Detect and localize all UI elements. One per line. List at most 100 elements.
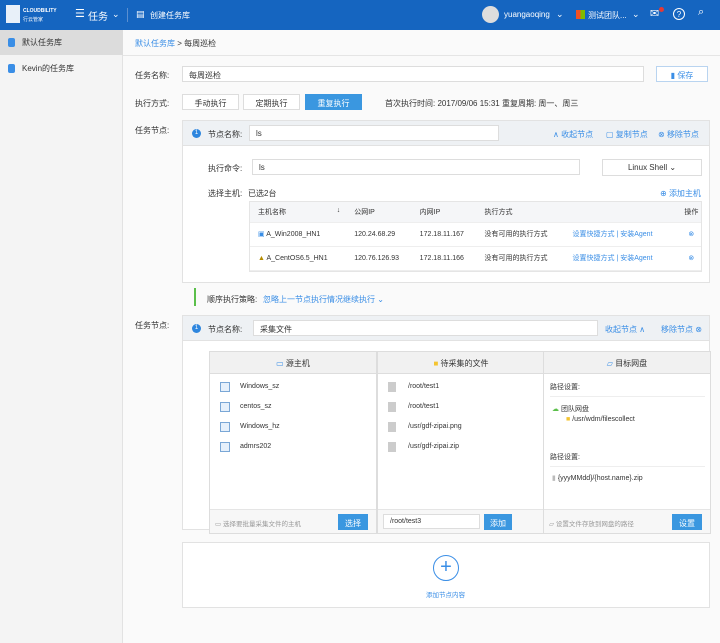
mode-repeat-button[interactable]: 重复执行: [305, 94, 362, 110]
add-host-button[interactable]: ⊕ 添加主机: [660, 189, 701, 198]
menu-icon[interactable]: ☰: [75, 8, 85, 20]
breadcrumb-current: 每周巡检: [184, 39, 217, 48]
user-menu[interactable]: yuangaoqing: [504, 10, 550, 19]
select-host-button[interactable]: 选择: [338, 514, 368, 530]
remove-host-icon[interactable]: ⊗: [673, 246, 701, 271]
sidebar: 默认任务库 Kevin的任务库: [0, 30, 123, 643]
search-icon[interactable]: ⌕: [698, 6, 705, 18]
chevron-down-icon: ⌄: [556, 9, 564, 19]
command-input[interactable]: ls: [252, 159, 580, 175]
copy-label: 复制节点: [615, 130, 648, 139]
public-ip: 120.24.68.29: [346, 222, 412, 247]
setup-links[interactable]: 设置快捷方式 | 安装Agent: [564, 246, 674, 271]
source-hint: ▭ 选择要批量采集文件的主机: [215, 521, 301, 528]
list-item[interactable]: Windows_hz: [210, 418, 376, 438]
logo[interactable]: CLOUDBILITY 行云管家: [6, 5, 66, 25]
task-node-2: 1 节点名称: 采集文件 收起节点 ∧ 移除节点 ⊗ ▭ 源主机 Windows…: [182, 315, 711, 534]
clipboard-icon: ▤: [136, 9, 145, 19]
col-spacer: [564, 202, 674, 223]
target-disk-panel: ▱ 目标网盘 路径设置: ☁ 团队网盘 ■ /usr/wdm/filescoll…: [543, 351, 711, 534]
breadcrumb: 默认任务库 > 每周巡检: [135, 38, 216, 49]
host-count: 已选2台: [248, 189, 277, 198]
add-node-area[interactable]: + 添加节点内容: [182, 542, 710, 608]
list-item[interactable]: Windows_sz: [210, 378, 376, 398]
col-exec-mode: 执行方式: [476, 202, 565, 223]
sidebar-item-label: 默认任务库: [22, 38, 62, 47]
avatar[interactable]: [482, 6, 499, 23]
remove-node-button[interactable]: ⊗ 移除节点: [658, 130, 699, 139]
target-folder[interactable]: ■ /usr/wdm/filescollect: [566, 416, 635, 423]
remove-label: 移除节点: [661, 325, 693, 334]
public-ip: 120.76.126.93: [346, 246, 412, 271]
chevron-down-icon[interactable]: ⌄: [112, 9, 120, 19]
target-file: ▮ {yyyMMdd}/{host.name}.zip: [552, 475, 643, 482]
disk-icon: ▱: [606, 359, 613, 368]
command-label: 执行命令:: [208, 164, 243, 173]
add-file-button[interactable]: 添加: [484, 514, 512, 530]
create-library-button[interactable]: 创建任务库: [150, 11, 190, 20]
list-item[interactable]: /root/test1: [378, 378, 544, 398]
save-button[interactable]: ▮ 保存: [656, 66, 708, 82]
top-bar: CLOUDBILITY 行云管家 ☰ 任务 ⌄ ▤ 创建任务库 yuangaoq…: [0, 0, 720, 30]
list-item[interactable]: centos_sz: [210, 398, 376, 418]
private-ip: 172.18.11.167: [411, 222, 477, 247]
shell-select[interactable]: Linux Shell ⌄: [602, 159, 702, 176]
task-node-label: 任务节点:: [135, 321, 170, 330]
node-name-input[interactable]: ls: [249, 125, 499, 141]
help-icon[interactable]: ?: [673, 8, 685, 20]
table-header: 主机名称 ↓ 公网IP 内网IP 执行方式 操作: [250, 202, 701, 223]
collapse-node-button[interactable]: ∧ 收起节点: [553, 130, 594, 139]
collapse-node-button[interactable]: 收起节点 ∧: [605, 325, 646, 334]
sidebar-item-kevin[interactable]: Kevin的任务库: [0, 56, 123, 81]
database-icon: [8, 64, 15, 73]
panel-title: 源主机: [285, 359, 310, 368]
setup-links[interactable]: 设置快捷方式 | 安装Agent: [564, 222, 674, 247]
node-name-label: 节点名称:: [208, 130, 243, 139]
remove-node-button[interactable]: 移除节点 ⊗: [661, 325, 702, 334]
file-path-input[interactable]: /root/test3: [383, 514, 480, 529]
copy-node-button[interactable]: ▢ 复制节点: [606, 130, 648, 139]
task-name-label: 任务名称:: [135, 71, 170, 80]
team-disk[interactable]: ☁ 团队网盘: [552, 406, 589, 413]
breadcrumb-separator: >: [177, 39, 182, 48]
strategy-select[interactable]: 忽略上一节点执行情况继续执行 ⌄: [263, 295, 384, 304]
remove-host-icon[interactable]: ⊗: [673, 222, 701, 247]
mode-scheduled-button[interactable]: 定期执行: [243, 94, 300, 110]
exec-mode: 没有可用的执行方式: [476, 222, 565, 247]
task-name-input[interactable]: 每周巡检: [182, 66, 644, 82]
set-path-button[interactable]: 设置: [672, 514, 702, 530]
col-private-ip: 内网IP: [411, 202, 477, 223]
collapse-label: 收起节点: [561, 130, 594, 139]
list-item[interactable]: /usr/gdf-zipai.zip: [378, 438, 544, 458]
add-node-label[interactable]: 添加节点内容: [426, 592, 465, 599]
table-row: ▲ A_CentOS6.5_HN1 120.76.126.93 172.18.1…: [250, 246, 701, 271]
database-icon: [8, 38, 15, 47]
logo-subtext: 行云管家: [23, 17, 44, 23]
flow-arrow-icon: [194, 288, 196, 306]
sidebar-item-default[interactable]: 默认任务库: [0, 30, 123, 55]
breadcrumb-parent[interactable]: 默认任务库: [135, 39, 175, 48]
file-icon: [388, 382, 396, 392]
mail-icon[interactable]: ✉: [650, 8, 660, 20]
table-row: ▣ A_Win2008_HN1 120.24.68.29 172.18.11.1…: [250, 222, 701, 247]
list-item[interactable]: /root/test1: [378, 398, 544, 418]
host-name: ▲ A_CentOS6.5_HN1: [250, 246, 347, 271]
task-node-label: 任务节点:: [135, 126, 170, 135]
shell-value: Linux Shell: [627, 163, 668, 172]
list-item[interactable]: admrs202: [210, 438, 376, 458]
node-name-input[interactable]: 采集文件: [253, 320, 598, 336]
path-label: 路径设置:: [550, 454, 580, 461]
collapse-label: 收起节点: [605, 325, 637, 334]
main-content: 默认任务库 > 每周巡检 任务名称: 每周巡检 ▮ 保存 执行方式: 手动执行 …: [123, 30, 720, 643]
team-menu[interactable]: 测试团队...: [588, 11, 627, 20]
col-public-ip: 公网IP: [346, 202, 412, 223]
add-host-label: 添加主机: [668, 189, 701, 198]
task-menu[interactable]: 任务: [88, 12, 108, 23]
plus-icon[interactable]: +: [433, 555, 459, 581]
list-item[interactable]: /usr/gdf-zipai.png: [378, 418, 544, 438]
col-host: 主机名称 ↓: [250, 202, 347, 223]
file-icon: ▮: [552, 475, 556, 482]
mode-manual-button[interactable]: 手动执行: [182, 94, 239, 110]
strategy-value: 忽略上一节点执行情况继续执行: [263, 295, 375, 304]
remove-label: 移除节点: [666, 130, 699, 139]
